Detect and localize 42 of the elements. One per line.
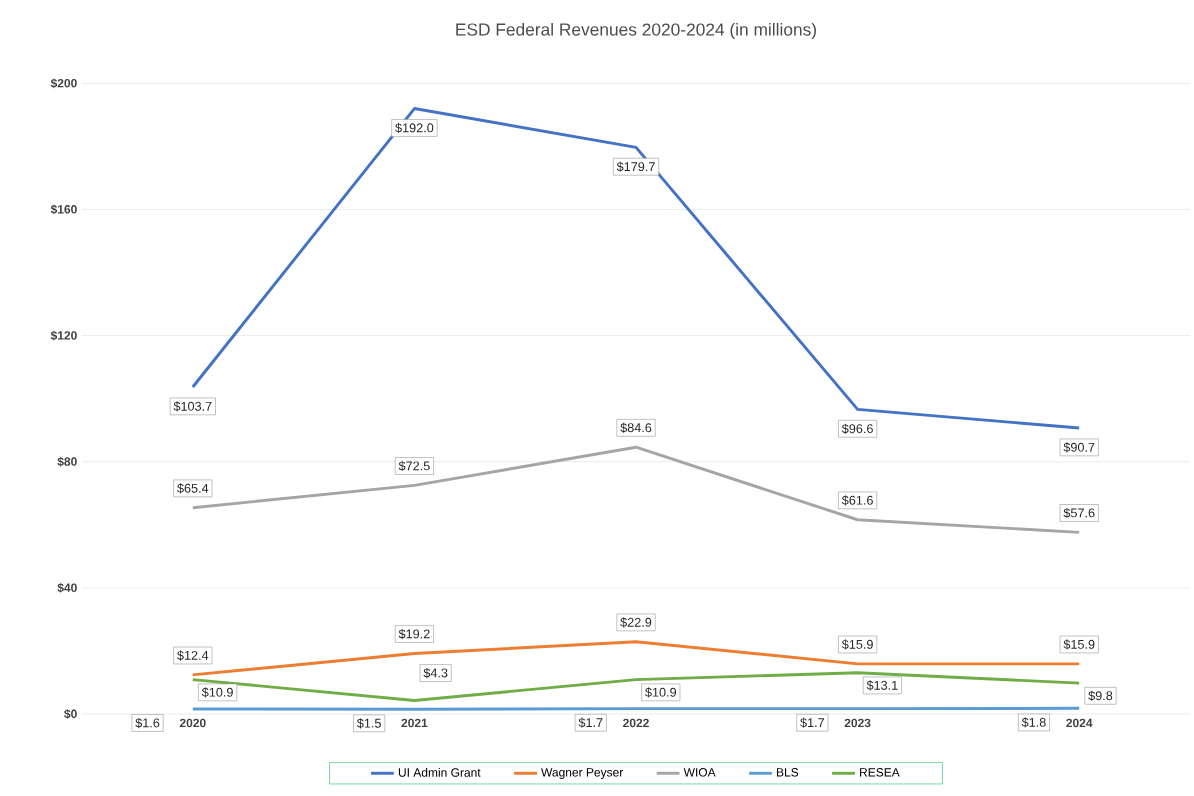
x-tick-label: 2020 (179, 718, 206, 728)
x-tick-label: 2024 (1066, 718, 1093, 728)
data-label: $9.8 (1088, 690, 1113, 701)
data-label: $4.3 (423, 667, 448, 679)
y-tick-label: $0 (64, 709, 77, 719)
legend-label: Wagner Peyser (541, 768, 624, 779)
data-label: $1.7 (800, 717, 825, 728)
legend-label: WIOA (683, 768, 716, 777)
data-label: $72.5 (398, 460, 430, 472)
data-label: $1.7 (578, 717, 603, 728)
x-tick-label: 2022 (623, 718, 649, 728)
data-label: $12.4 (177, 650, 209, 661)
y-tick-label: $40 (57, 582, 77, 593)
chart-title: ESD Federal Revenues 2020-2024 (in millions) (456, 22, 816, 40)
data-label: $15.9 (1063, 639, 1095, 650)
x-tick-label: 2021 (401, 718, 428, 728)
data-label: $61.6 (841, 495, 873, 506)
data-label: $1.5 (356, 718, 381, 729)
data-label: $84.6 (620, 422, 652, 433)
y-tick-label: $200 (50, 78, 77, 89)
legend-label: RESEA (860, 768, 900, 777)
data-label: $19.2 (398, 628, 430, 640)
data-label: $103.7 (173, 401, 212, 412)
data-label: $90.7 (1063, 442, 1095, 453)
data-label: $10.9 (201, 687, 233, 698)
data-label: $13.1 (866, 680, 898, 691)
data-label: $179.7 (616, 161, 655, 172)
data-label: $10.9 (645, 687, 677, 698)
data-label: $1.8 (1021, 717, 1046, 728)
data-label: $1.6 (135, 717, 160, 729)
data-label: $65.4 (177, 483, 209, 494)
data-label: $96.6 (841, 423, 873, 434)
data-label: $22.9 (620, 617, 652, 628)
legend-label: BLS (776, 768, 799, 777)
y-tick-label: $120 (50, 330, 77, 341)
y-tick-label: $80 (57, 456, 77, 467)
legend-label: UI Admin Grant (398, 767, 481, 777)
x-tick-label: 2023 (844, 718, 871, 728)
y-tick-label: $160 (50, 204, 77, 215)
data-label: $57.6 (1063, 507, 1095, 519)
data-label: $15.9 (841, 639, 873, 650)
data-label: $192.0 (395, 122, 434, 134)
